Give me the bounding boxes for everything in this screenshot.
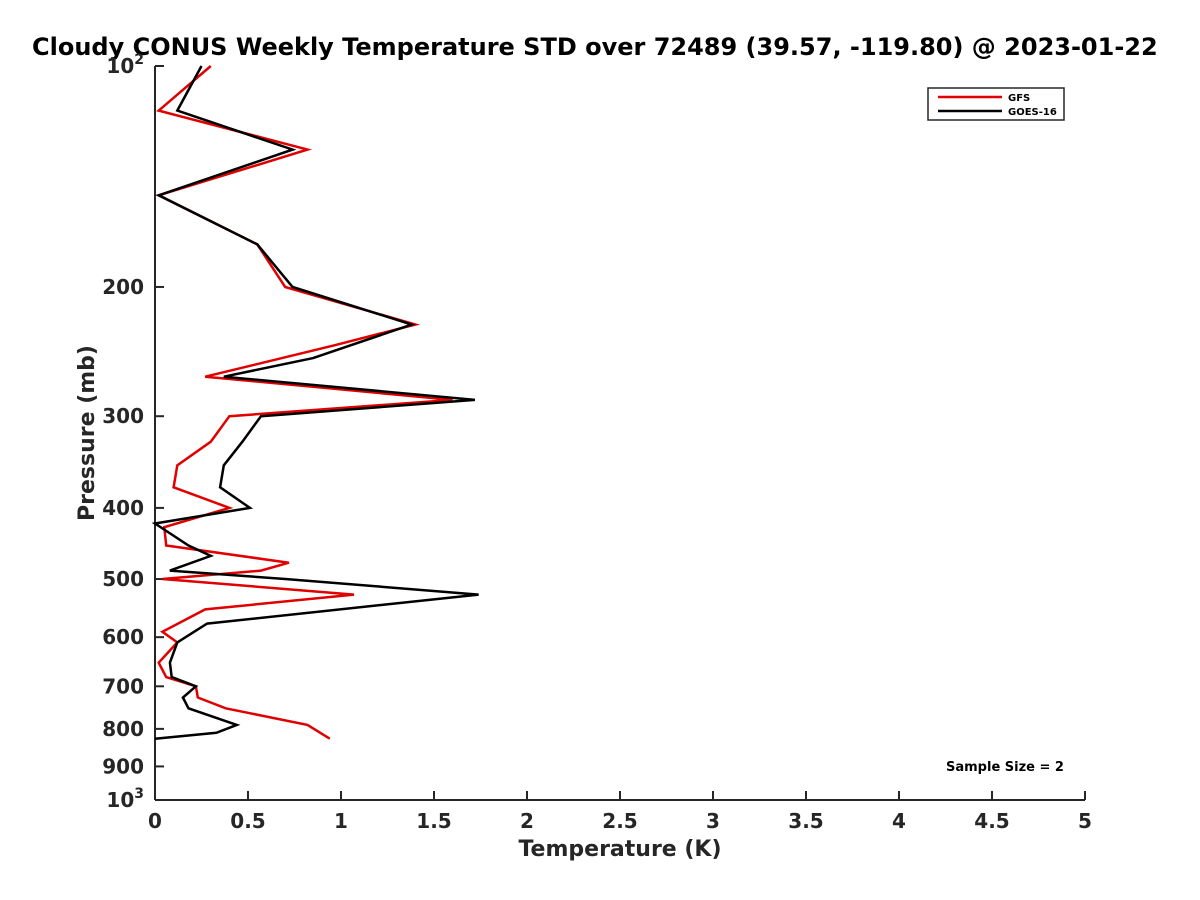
y-tick-label: 800	[102, 717, 144, 741]
chart-title: Cloudy CONUS Weekly Temperature STD over…	[32, 33, 1158, 61]
axes	[154, 66, 1085, 801]
x-tick-label: 0	[148, 809, 162, 833]
x-axis-title: Temperature (K)	[518, 837, 721, 862]
y-tick-label: 700	[102, 674, 144, 698]
legend-label-goes16: GOES-16	[1008, 107, 1057, 118]
x-tick-label: 4.5	[974, 809, 1009, 833]
legend-box	[927, 87, 1065, 121]
y-tick-label: 600	[102, 625, 144, 649]
series-line-gfs	[155, 65, 453, 740]
series-line-goes-16	[151, 65, 479, 740]
sample-size-annotation: Sample Size = 2	[946, 760, 1064, 775]
legend-label-gfs: GFS	[1008, 93, 1030, 104]
x-tick-label: 4	[892, 809, 906, 833]
y-tick-label: 300	[102, 404, 144, 428]
y-tick-label: 500	[102, 567, 144, 591]
y-tick-label: 900	[102, 754, 144, 778]
x-tick-label: 5	[1078, 809, 1092, 833]
series-lines	[151, 65, 479, 740]
x-ticks: 0 0.5 1 1.5 2 2.5 3 3.5 4 4.5 5	[148, 791, 1092, 833]
y-tick-label: 103	[106, 786, 144, 812]
x-tick-label: 1	[334, 809, 348, 833]
x-tick-label: 3.5	[788, 809, 823, 833]
x-tick-label: 0.5	[230, 809, 265, 833]
x-tick-label: 1.5	[416, 809, 451, 833]
x-tick-label: 3	[706, 809, 720, 833]
legend: GFS GOES-16	[927, 87, 1065, 121]
y-axis-title: Pressure (mb)	[75, 345, 100, 521]
y-tick-label: 400	[102, 496, 144, 520]
x-tick-label: 2	[520, 809, 534, 833]
x-tick-label: 2.5	[602, 809, 637, 833]
y-ticks: 102 200 300 400 500 600 700 800 900 103	[102, 52, 164, 812]
y-tick-label: 102	[106, 52, 144, 78]
y-tick-label: 200	[102, 275, 144, 299]
